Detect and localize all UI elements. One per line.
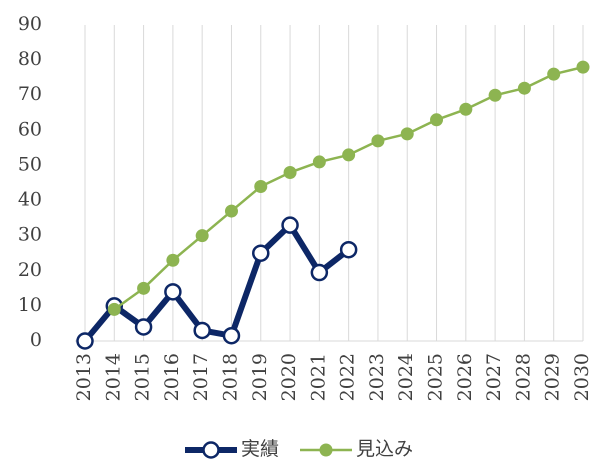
y-tick-label: 20 (18, 259, 42, 281)
x-tick-label: 2030 (571, 353, 593, 401)
point (195, 229, 209, 243)
point (400, 127, 414, 141)
point (459, 102, 473, 116)
point (222, 326, 241, 345)
x-tick-label: 2023 (366, 353, 388, 401)
point (371, 134, 385, 148)
x-tick-label: 2014 (102, 353, 124, 401)
y-tick-label: 50 (18, 153, 42, 175)
point (254, 180, 268, 194)
point (283, 165, 297, 179)
x-tick-label: 2026 (454, 353, 476, 401)
point (281, 216, 299, 234)
x-tick-label: 2020 (278, 353, 300, 401)
legend-label: 見込み (356, 438, 413, 460)
x-tick-label: 2027 (483, 353, 505, 401)
x-tick-label: 2022 (337, 353, 359, 401)
legend-marker (319, 443, 333, 457)
point (137, 281, 151, 295)
point (224, 204, 238, 218)
y-tick-label: 0 (30, 329, 42, 351)
y-tick-label: 40 (18, 189, 42, 211)
x-tick-label: 2013 (73, 353, 95, 401)
x-tick-label: 2028 (512, 353, 534, 401)
point (193, 321, 211, 340)
x-tick-label: 2016 (161, 353, 183, 401)
point (134, 318, 153, 336)
x-tick-label: 2015 (132, 353, 154, 401)
point (166, 253, 180, 267)
y-tick-label: 30 (18, 224, 42, 246)
point (517, 81, 531, 95)
point (107, 302, 121, 316)
x-tick-label: 2021 (307, 353, 329, 401)
x-tick-label: 2025 (425, 353, 447, 401)
series-line (82, 222, 351, 343)
point (76, 332, 94, 350)
point (430, 113, 444, 127)
x-tick-label: 2019 (249, 353, 271, 401)
point (547, 67, 561, 81)
x-tick-label: 2017 (190, 353, 212, 401)
y-tick-label: 90 (18, 13, 42, 35)
point (488, 88, 502, 102)
x-tick-label: 2018 (219, 353, 241, 401)
point (576, 60, 590, 74)
point (252, 244, 270, 262)
x-tick-label: 2024 (395, 353, 417, 401)
y-tick-label: 70 (18, 83, 42, 105)
point (164, 283, 182, 301)
x-tick-label: 2029 (542, 353, 564, 401)
point (310, 263, 329, 282)
y-tick-label: 60 (18, 118, 42, 140)
legend-label: 実績 (241, 438, 279, 460)
legend-marker (202, 441, 220, 459)
point (342, 148, 356, 162)
y-tick-label: 10 (18, 294, 42, 316)
y-tick-label: 80 (18, 48, 42, 70)
point (339, 240, 358, 259)
point (312, 155, 326, 169)
